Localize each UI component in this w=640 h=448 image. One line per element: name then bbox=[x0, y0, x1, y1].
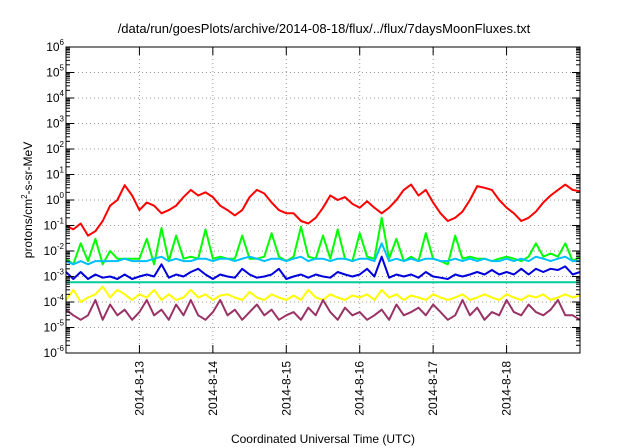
y-tick-label: 101 bbox=[46, 166, 64, 182]
series-layer bbox=[65, 183, 581, 321]
series-line-3 bbox=[65, 242, 580, 266]
y-tick-exponent: -3 bbox=[57, 268, 65, 277]
y-tick-exponent: 2 bbox=[60, 140, 65, 149]
y-tick-base: 10 bbox=[44, 321, 58, 335]
y-tick-exponent: 1 bbox=[60, 166, 65, 175]
y-tick-base: 10 bbox=[44, 295, 58, 309]
y-tick-exponent: 0 bbox=[60, 191, 65, 200]
y-tick-base: 10 bbox=[44, 219, 58, 233]
y-tick-label: 106 bbox=[46, 38, 64, 54]
y-tick-label: 105 bbox=[46, 64, 64, 80]
chart-title: /data/run/goesPlots/archive/2014-08-18/f… bbox=[118, 21, 531, 36]
x-tick-label: 2014-8-17 bbox=[426, 361, 440, 416]
y-tick-label: 10-6 bbox=[44, 344, 65, 360]
y-axis-label-rest: -s-sr-MeV bbox=[21, 142, 35, 195]
grid-layer bbox=[66, 47, 580, 353]
x-tick-label: 2014-8-13 bbox=[132, 361, 146, 416]
y-tick-exponent: -6 bbox=[57, 344, 65, 353]
y-tick-base: 10 bbox=[46, 91, 60, 105]
y-tick-exponent: -2 bbox=[57, 242, 65, 251]
y-tick-label: 100 bbox=[46, 191, 64, 207]
y-tick-exponent: 4 bbox=[60, 89, 65, 98]
y-tick-exponent: -4 bbox=[57, 293, 65, 302]
x-tick-label: 2014-8-16 bbox=[353, 361, 367, 416]
y-axis-label-sup: 2 bbox=[20, 194, 29, 199]
y-tick-label: 102 bbox=[46, 140, 64, 156]
y-tick-base: 10 bbox=[44, 346, 58, 360]
series-line-1 bbox=[65, 183, 581, 237]
x-tick-label: 2014-8-15 bbox=[279, 361, 293, 416]
y-tick-exponent: -5 bbox=[57, 319, 65, 328]
x-tick-label: 2014-8-18 bbox=[500, 361, 514, 416]
y-tick-base: 10 bbox=[46, 66, 60, 80]
y-axis-label: protons/cm2-s-sr-MeV bbox=[20, 142, 35, 258]
y-tick-exponent: 3 bbox=[60, 115, 65, 124]
y-tick-label: 10-1 bbox=[44, 217, 65, 233]
y-tick-base: 10 bbox=[44, 270, 58, 284]
y-tick-label: 103 bbox=[46, 115, 64, 131]
y-tick-exponent: 6 bbox=[60, 38, 65, 47]
y-tick-base: 10 bbox=[44, 244, 58, 258]
axis-layer: 10-610-510-410-310-210-11001011021031041… bbox=[44, 38, 580, 416]
series-line-7 bbox=[65, 299, 581, 321]
series-line-4 bbox=[65, 255, 581, 280]
y-tick-exponent: 5 bbox=[60, 64, 65, 73]
x-axis-label: Coordinated Universal Time (UTC) bbox=[231, 432, 415, 446]
y-tick-base: 10 bbox=[46, 142, 60, 156]
y-tick-base: 10 bbox=[46, 193, 60, 207]
y-tick-label: 10-4 bbox=[44, 293, 65, 309]
series-line-2 bbox=[65, 216, 581, 266]
y-tick-label: 104 bbox=[46, 89, 64, 105]
x-tick-label: 2014-8-14 bbox=[206, 361, 220, 416]
y-tick-exponent: -1 bbox=[57, 217, 65, 226]
y-tick-base: 10 bbox=[46, 117, 60, 131]
y-tick-label: 10-5 bbox=[44, 319, 65, 335]
y-axis-label-main: protons/cm bbox=[21, 199, 35, 258]
y-tick-base: 10 bbox=[46, 40, 60, 54]
y-tick-label: 10-3 bbox=[44, 268, 65, 284]
y-tick-base: 10 bbox=[46, 168, 60, 182]
y-tick-label: 10-2 bbox=[44, 242, 65, 258]
